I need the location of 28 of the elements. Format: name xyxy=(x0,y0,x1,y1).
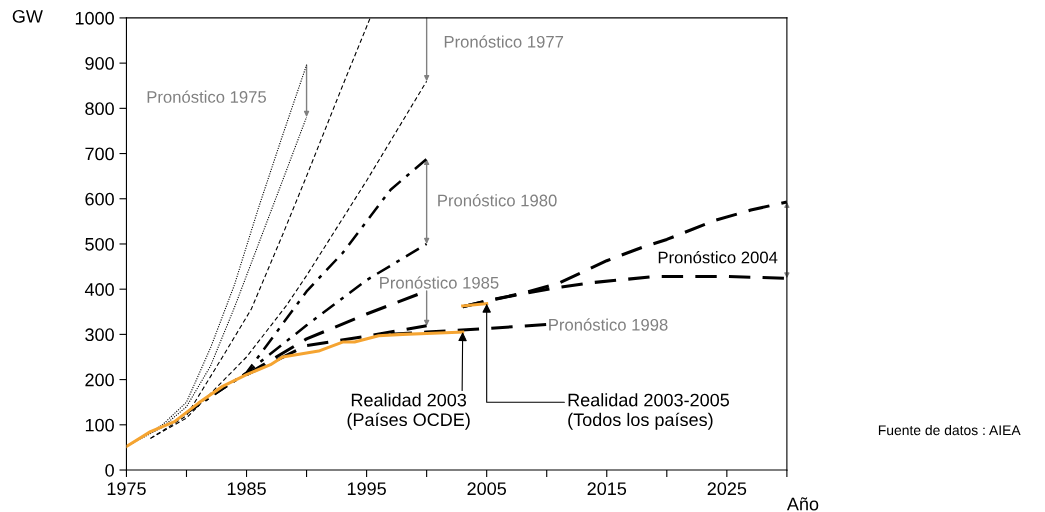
annotation: Realidad 2003-2005 (Todos los países) xyxy=(568,393,730,430)
y-tick-label: 500 xyxy=(85,237,114,251)
source-note: Fuente de datos : AIEA xyxy=(878,424,1021,436)
x-tick-label: 1985 xyxy=(227,482,266,496)
y-tick-label: 200 xyxy=(85,373,114,387)
annotation: Realidad 2003 (Países OCDE) xyxy=(347,393,470,430)
y-tick-label: 300 xyxy=(85,328,114,342)
y-axis-title: GW xyxy=(12,9,43,23)
y-tick-label: 600 xyxy=(85,192,114,206)
y-tick-label: 400 xyxy=(84,283,114,296)
annotation: Pronóstico 1998 xyxy=(549,318,668,331)
y-tick-label: 0 xyxy=(105,463,114,477)
y-tick-label: 800 xyxy=(85,102,114,116)
annotation: Pronóstico 1977 xyxy=(444,35,564,48)
annotation: Pronóstico 1985 xyxy=(380,276,499,289)
x-tick-label: 1995 xyxy=(347,482,386,496)
x-tick-label: 2015 xyxy=(587,482,627,496)
y-tick-label: 100 xyxy=(85,418,114,432)
y-tick-label: 700 xyxy=(85,147,114,161)
annotation: Pronóstico 1980 xyxy=(438,193,557,207)
annotation: Pronóstico 1975 xyxy=(147,90,267,103)
x-tick-label: 1975 xyxy=(107,482,146,496)
y-tick-label: 1000 xyxy=(75,11,114,25)
annotation: Pronóstico 2004 xyxy=(658,250,778,264)
y-tick-label: 900 xyxy=(85,57,114,70)
x-tick-label: 2025 xyxy=(707,482,747,496)
x-tick-label: 2005 xyxy=(467,482,507,496)
x-axis-title: Año xyxy=(786,497,819,511)
